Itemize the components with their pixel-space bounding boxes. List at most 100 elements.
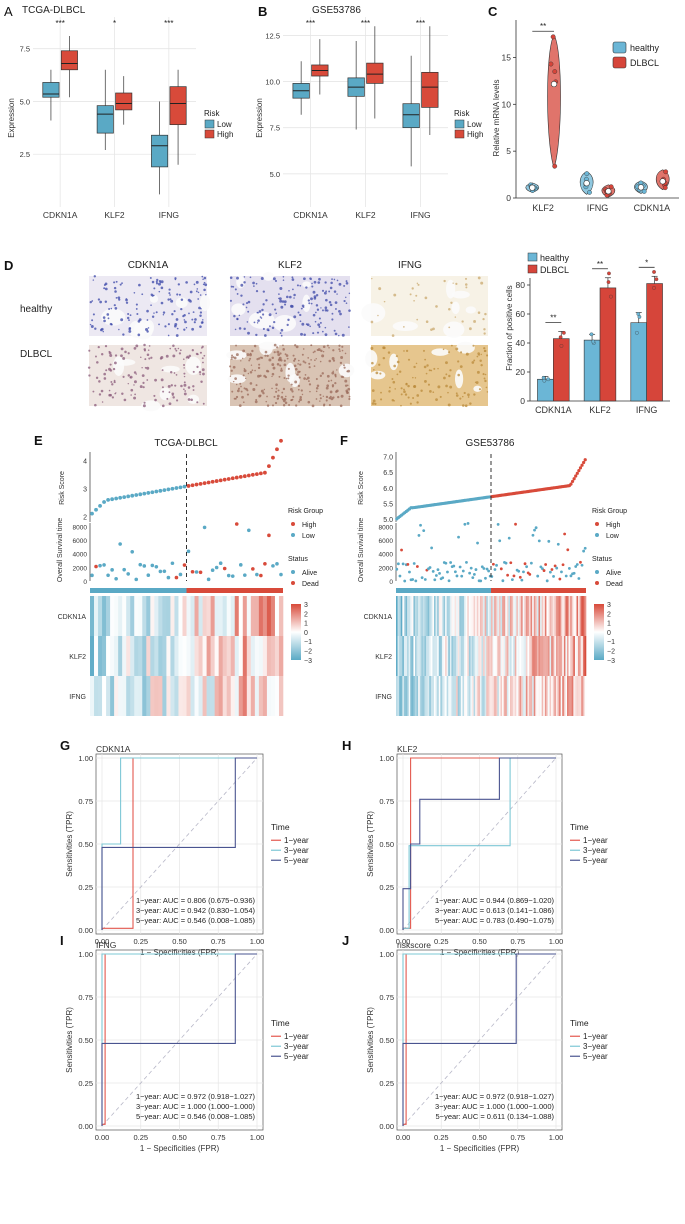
panel-e-survival-point <box>146 573 151 578</box>
ihc-tile-healthy-cdkn1a-nucleus <box>162 311 166 314</box>
ihc-tile-dlbcl-ifng-nucleus <box>449 385 453 389</box>
ihc-tile-healthy-klf2-nucleus <box>265 299 268 302</box>
panel-e-score-point <box>134 493 139 497</box>
ihc-tile-healthy-cdkn1a-nucleus <box>175 334 179 337</box>
ihc-tile-healthy-klf2-nucleus <box>293 297 295 299</box>
ihc-tile-dlbcl-klf2-nucleus <box>283 377 286 380</box>
ihc-tile-healthy-cdkn1a-lumen <box>101 308 126 326</box>
panel-f-heatmap-cell <box>446 596 449 636</box>
panel-f-heatmap-label-klf2: KLF2 <box>375 654 392 661</box>
ihc-tile-healthy-klf2-nucleus <box>333 329 336 332</box>
ihc-tile-healthy-cdkn1a-nucleus <box>203 281 206 284</box>
panel-f-survival-point <box>438 571 441 575</box>
panel-e-heatmap-cell <box>110 596 115 636</box>
ihc-tile-healthy-klf2-nucleus <box>333 290 337 293</box>
ihc-tile-dlbcl-cdkn1a-nucleus <box>143 401 146 404</box>
panel-letter-f: F <box>340 433 348 448</box>
ihc-tile-dlbcl-klf2-nucleus <box>346 370 349 373</box>
ihc-tile-healthy-klf2-nucleus <box>292 288 294 291</box>
panel-f-heatmap-cell <box>568 676 571 716</box>
panel-e-heatmap-cell <box>106 676 111 716</box>
panel-e-heatmap-cell <box>170 676 175 716</box>
panel-f-heatmap-cell <box>434 636 436 676</box>
panel-f-heatmap-cell <box>481 596 484 636</box>
ihc-tile-dlbcl-klf2-nucleus <box>243 368 246 370</box>
panel-e-heatmap-cell <box>94 596 99 636</box>
ihc-tile-dlbcl-cdkn1a-nucleus <box>130 388 134 392</box>
ihc-tile-dlbcl-cdkn1a-nucleus <box>166 397 169 400</box>
panel-e-riskgroup-title: Risk Group <box>288 508 323 515</box>
panel-e-heatmap-cell <box>274 636 280 676</box>
ihc-tile-healthy-klf2-nucleus <box>249 276 252 279</box>
ihc-tile-dlbcl-klf2-nucleus <box>328 403 332 407</box>
panel-d-point-dlbcl <box>558 335 563 340</box>
panel-b-title: GSE53786 <box>312 5 361 16</box>
panel-f-score-tick: 5.5 <box>383 501 393 508</box>
panel-a-title: TCGA-DLBCL <box>22 5 86 16</box>
ihc-tile-dlbcl-cdkn1a-nucleus <box>96 361 99 364</box>
panel-c-point-dlbcl <box>548 61 554 67</box>
panel-e-heatmap-cell <box>126 676 131 716</box>
panel-f-survival-tick: 4000 <box>379 552 394 559</box>
panel-f-survival-point <box>463 522 467 526</box>
ihc-tile-dlbcl-klf2-nucleus <box>275 390 278 393</box>
panel-d-xtick-cdkn1a: CDKN1A <box>535 405 572 415</box>
panel-f-heatmap-cell <box>483 636 485 676</box>
panel-e-survival-point <box>255 572 259 577</box>
ihc-tile-healthy-cdkn1a-nucleus <box>118 298 121 301</box>
ihc-tile-healthy-klf2-nucleus <box>236 317 239 321</box>
ihc-tile-dlbcl-klf2-nucleus <box>257 374 260 378</box>
ihc-tile-healthy-ifng-nucleus <box>443 279 446 283</box>
ihc-tile-healthy-cdkn1a-nucleus <box>167 298 170 301</box>
panel-e-score-point <box>230 476 235 481</box>
ihc-tile-dlbcl-klf2-nucleus <box>297 388 300 391</box>
panel-e-heatmap-cell <box>150 676 155 716</box>
ihc-tile-dlbcl-ifng-lumen <box>454 369 464 389</box>
ihc-tile-dlbcl-klf2-nucleus <box>325 399 328 402</box>
panel-e-heatmap-cell <box>198 636 203 676</box>
panel-f-colorbar-tick: −3 <box>607 658 615 665</box>
ihc-tile-dlbcl-klf2-nucleus <box>330 397 334 401</box>
panel-b-xtick-klf2: KLF2 <box>355 210 376 220</box>
panel-b-ytick: 12.5 <box>265 31 280 40</box>
panel-f-survival-point <box>566 548 570 552</box>
panel-f-legend-low: Low <box>606 533 620 540</box>
ihc-tile-healthy-klf2-nucleus <box>262 290 265 293</box>
panel-f-survival-point <box>507 536 511 540</box>
panel-f-heatmap-cell <box>437 676 440 716</box>
panel-f-heatmap-cell <box>472 596 474 636</box>
ihc-tile-healthy-cdkn1a-nucleus <box>147 327 150 329</box>
ihc-tile-healthy-klf2-nucleus <box>310 297 313 301</box>
panel-b-legend-low-swatch <box>454 119 465 129</box>
panel-h-xtick: 1.00 <box>549 937 564 946</box>
ihc-tile-dlbcl-cdkn1a-nucleus <box>147 349 150 351</box>
panel-e-heatmap-cell <box>254 676 260 716</box>
panel-e-heatmap-cell <box>134 676 139 716</box>
panel-f-heatmap-cell <box>552 596 555 636</box>
ihc-tile-dlbcl-cdkn1a-nucleus <box>175 374 178 376</box>
ihc-tile-dlbcl-klf2-nucleus <box>262 391 265 395</box>
panel-e-heatmap-cell <box>210 636 215 676</box>
ihc-tile-dlbcl-cdkn1a-nucleus <box>191 349 194 352</box>
panel-e-survival-point <box>178 572 183 577</box>
panel-f-heatmap-cell <box>549 596 552 636</box>
panel-e-score-point <box>267 464 271 469</box>
panel-f-survival-point <box>558 577 562 581</box>
ihc-tile-healthy-cdkn1a-nucleus <box>168 288 171 291</box>
panel-e-heatmap-cell <box>226 596 232 636</box>
ihc-tile-healthy-cdkn1a-nucleus <box>126 316 130 320</box>
panel-f-heatmap-cell <box>459 596 462 636</box>
panel-d-point-dlbcl <box>562 330 566 335</box>
ihc-tile-dlbcl-ifng-nucleus <box>387 351 391 354</box>
ihc-tile-healthy-cdkn1a-nucleus <box>160 280 164 284</box>
panel-f-heatmap-cell <box>422 676 425 716</box>
panel-f-score-point <box>578 466 583 470</box>
ihc-tile-dlbcl-ifng-nucleus <box>460 351 463 354</box>
panel-f-heatmap-cell <box>408 636 411 676</box>
panel-e-heatmap-cell <box>242 676 248 716</box>
panel-e-heatmap-cell <box>154 636 159 676</box>
panel-e-heatmap-cell <box>266 676 272 716</box>
panel-f-heatmap-label-cdkn1a: CDKN1A <box>364 614 393 621</box>
panel-f-heatmap-cell <box>541 676 544 716</box>
panel-h-legend-5year: 5−year <box>583 856 608 865</box>
